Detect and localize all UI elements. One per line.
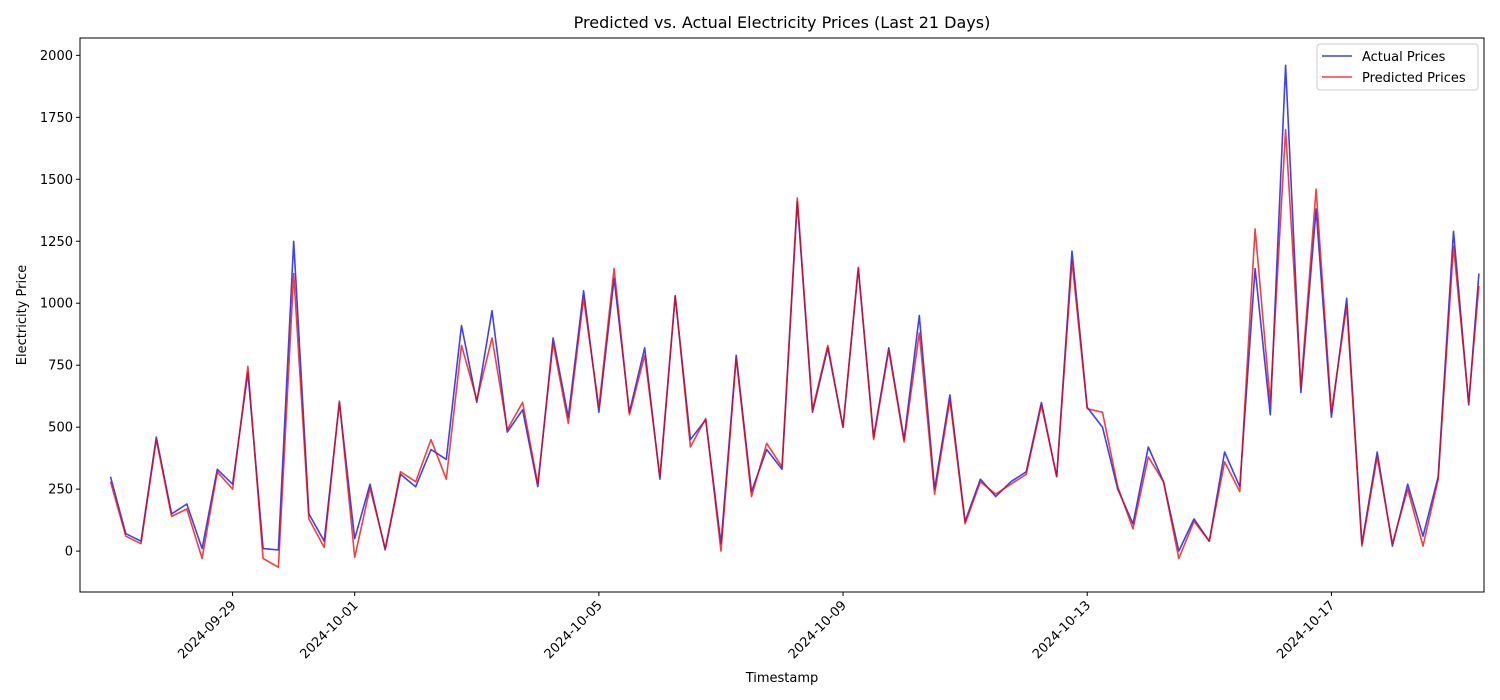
y-tick-label: 1250 xyxy=(40,235,73,250)
legend-box xyxy=(1316,43,1479,91)
legend: Actual Prices Predicted Prices xyxy=(1316,43,1479,91)
series-lines xyxy=(109,64,1480,568)
y-tick-label: 2000 xyxy=(40,49,73,64)
y-tick-label: 1750 xyxy=(40,111,73,126)
y-tick-label: 750 xyxy=(48,359,73,374)
y-tick-label: 250 xyxy=(48,483,73,498)
y-tick-label: 500 xyxy=(48,421,73,436)
legend-label-predicted: Predicted Prices xyxy=(1362,71,1466,86)
y-tick-label: 0 xyxy=(65,545,73,560)
y-tick-label: 1500 xyxy=(40,173,73,188)
x-axis-title: Timestamp xyxy=(745,671,819,686)
y-axis-ticks: 0 250 500 750 1000 1250 1500 1750 2000 xyxy=(40,49,80,560)
y-axis-title: Electricity Price xyxy=(15,265,30,365)
chart-title: Predicted vs. Actual Electricity Prices … xyxy=(574,13,991,32)
legend-label-actual: Actual Prices xyxy=(1362,50,1446,65)
series-line-predicted xyxy=(109,128,1480,568)
y-tick-label: 1000 xyxy=(40,297,73,312)
